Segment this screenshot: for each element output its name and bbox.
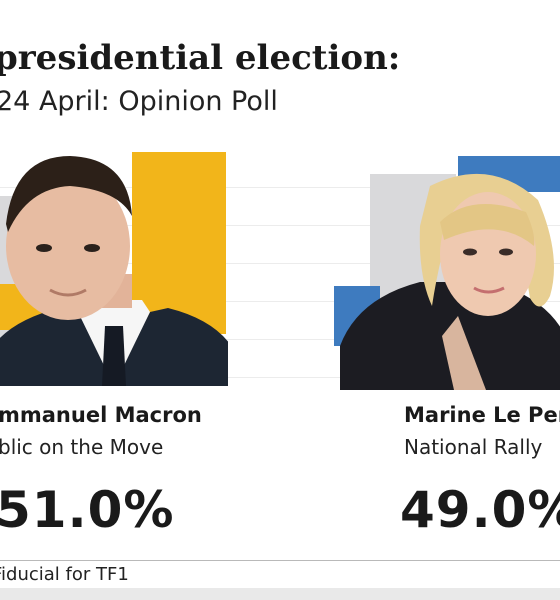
chart-subtitle: 24 April: Opinion Poll xyxy=(0,86,278,117)
chart-title: presidential election: xyxy=(0,38,401,78)
candidate-name-macron: mmanuel Macron xyxy=(0,403,202,427)
candidate-party-lepen: National Rally xyxy=(404,435,543,459)
candidate-portrait-lepen xyxy=(340,156,560,390)
candidate-name-lepen: Marine Le Per xyxy=(404,403,560,427)
macron-accent-block xyxy=(132,152,226,334)
candidate-percent-macron: 51.0% xyxy=(0,481,175,539)
candidate-portrait-macron xyxy=(0,150,228,386)
bottom-strip xyxy=(0,588,560,600)
footer-divider xyxy=(0,560,560,561)
candidate-party-macron: blic on the Move xyxy=(0,435,164,459)
source-credit: Fiducial for TF1 xyxy=(0,564,129,585)
candidate-percent-lepen: 49.0% xyxy=(400,481,560,539)
